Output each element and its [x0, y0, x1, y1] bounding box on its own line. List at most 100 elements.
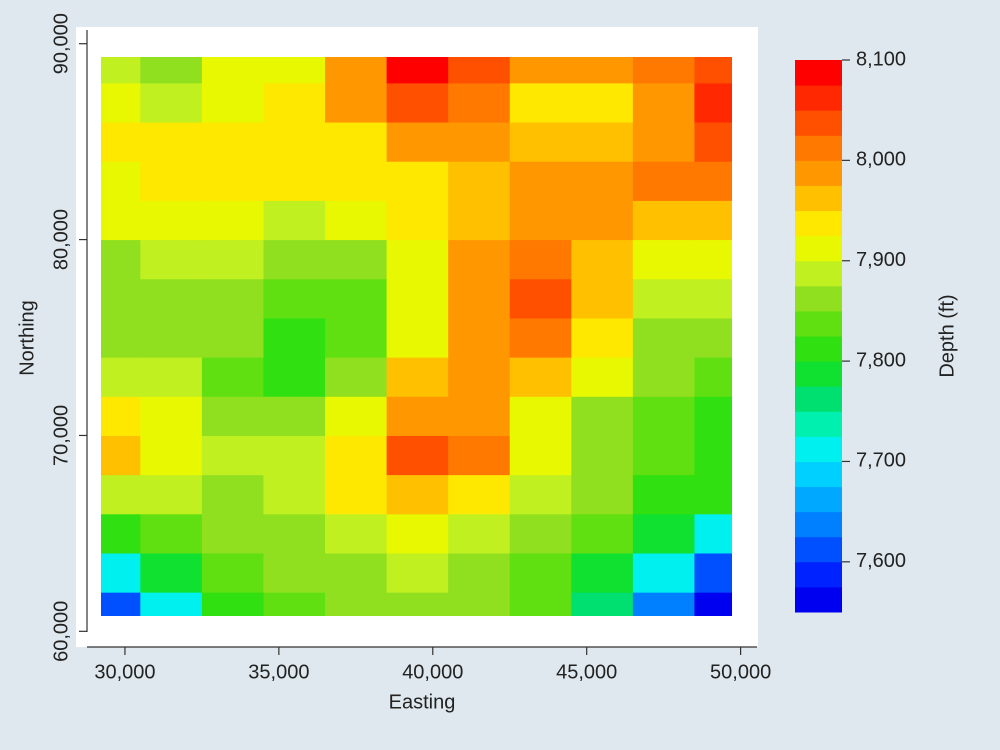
contour-cell	[101, 239, 141, 280]
contour-cell	[632, 474, 695, 515]
contour-cell	[101, 357, 141, 397]
contour-cell	[571, 357, 634, 397]
contour-cell	[386, 278, 449, 319]
contour-cell	[632, 278, 695, 319]
contour-cell	[201, 200, 264, 241]
contour-cell	[263, 592, 326, 616]
colorbar-band	[795, 436, 842, 462]
contour-cell	[325, 200, 388, 241]
contour-cell	[509, 57, 572, 84]
contour-cell	[386, 396, 449, 436]
contour-cell	[571, 200, 634, 241]
contour-cell	[448, 278, 511, 319]
contour-cell	[571, 57, 634, 84]
contour-cell	[201, 278, 264, 319]
contour-field	[101, 57, 732, 616]
y-tick-label: 60,000	[50, 601, 72, 662]
contour-cell	[101, 513, 141, 554]
x-tick-label: 45,000	[556, 661, 617, 683]
contour-cell	[201, 317, 264, 358]
colorbar-tick-label: 7,900	[856, 249, 906, 271]
contour-cell	[386, 513, 449, 554]
contour-cell	[325, 122, 388, 162]
contour-cell	[448, 435, 511, 476]
contour-cell	[571, 239, 634, 280]
contour-cell	[201, 552, 264, 593]
contour-cell	[509, 592, 572, 616]
contour-cell	[632, 552, 695, 593]
y-tick-label: 90,000	[50, 13, 72, 74]
contour-cell	[101, 57, 141, 84]
contour-cell	[325, 357, 388, 397]
colorbar-band	[795, 461, 842, 488]
contour-cell	[509, 552, 572, 593]
contour-cell	[325, 278, 388, 319]
contour-cell	[140, 592, 203, 616]
contour-cell	[140, 161, 203, 201]
x-axis-title: Easting	[389, 691, 456, 713]
contour-cell	[386, 239, 449, 280]
contour-cell	[509, 357, 572, 397]
colorbar-band	[795, 210, 842, 237]
contour-cell	[263, 200, 326, 241]
contour-cell	[201, 513, 264, 554]
contour-cell	[632, 239, 695, 280]
colorbar-band	[795, 260, 842, 287]
colorbar-tick-label: 7,700	[856, 450, 906, 472]
contour-cell	[101, 161, 141, 201]
contour-cell	[201, 57, 264, 84]
contour-cell	[263, 161, 326, 201]
contour-cell	[694, 278, 732, 319]
contour-cell	[448, 513, 511, 554]
contour-cell	[509, 396, 572, 436]
contour-cell	[325, 592, 388, 616]
contour-cell	[140, 396, 203, 436]
contour-cell	[509, 317, 572, 358]
contour-cell	[140, 474, 203, 515]
contour-cell	[448, 57, 511, 84]
contour-cell	[140, 435, 203, 476]
contour-cell	[263, 552, 326, 593]
contour-cell	[509, 161, 572, 201]
contour-cell	[263, 474, 326, 515]
contour-cell	[325, 474, 388, 515]
contour-cell	[201, 592, 264, 616]
contour-cell	[571, 122, 634, 162]
colorbar-band	[795, 336, 842, 362]
contour-cell	[694, 317, 732, 358]
contour-cell	[325, 239, 388, 280]
colorbar-band	[795, 235, 842, 262]
contour-cell	[386, 200, 449, 241]
contour-cell	[263, 57, 326, 84]
contour-cell	[448, 161, 511, 201]
x-tick-label: 50,000	[710, 661, 771, 683]
contour-cell	[263, 357, 326, 397]
colorbar-band	[795, 60, 842, 86]
colorbar-band	[795, 185, 842, 212]
colorbar-tick-label: 7,800	[856, 349, 906, 371]
contour-cell	[509, 82, 572, 123]
contour-cell	[632, 82, 695, 123]
contour-cell	[325, 552, 388, 593]
colorbar-title: Depth (ft)	[936, 294, 958, 377]
y-axis-title: Northing	[16, 300, 38, 376]
contour-cell	[140, 122, 203, 162]
contour-cell	[448, 200, 511, 241]
contour-cell	[571, 396, 634, 436]
colorbar-band	[795, 85, 842, 111]
contour-cell	[694, 396, 732, 436]
contour-cell	[101, 592, 141, 616]
contour-cell	[263, 317, 326, 358]
contour-cell	[694, 200, 732, 241]
contour-cell	[140, 239, 203, 280]
colorbar-band	[795, 586, 842, 613]
contour-cell	[386, 474, 449, 515]
colorbar-band	[795, 310, 842, 337]
colorbar-tick-label: 8,000	[856, 149, 906, 171]
contour-cell	[632, 317, 695, 358]
contour-cell	[386, 82, 449, 123]
contour-cell	[140, 513, 203, 554]
contour-cell	[140, 57, 203, 84]
contour-cell	[263, 513, 326, 554]
